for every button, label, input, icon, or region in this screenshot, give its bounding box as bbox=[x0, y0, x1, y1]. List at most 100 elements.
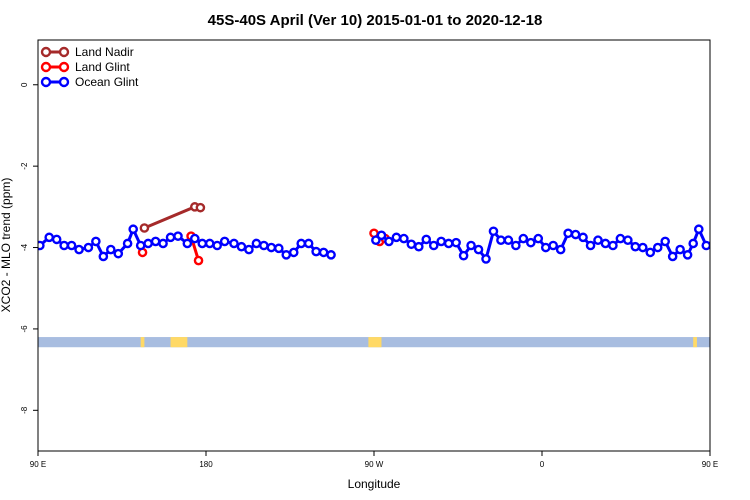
point-ocean-glint-0-27 bbox=[244, 244, 254, 255]
point-ocean-glint-1-27 bbox=[570, 229, 581, 240]
point-ocean-glint-0-13 bbox=[135, 240, 146, 251]
point-land-nadir-0-2 bbox=[195, 202, 206, 213]
point-ocean-glint-0-30 bbox=[266, 242, 277, 253]
point-ocean-glint-1-6 bbox=[413, 241, 424, 252]
point-ocean-glint-1-49 bbox=[733, 234, 740, 241]
point-ocean-glint-1-7 bbox=[421, 234, 432, 245]
point-ocean-glint-1-44 bbox=[694, 224, 704, 235]
legend-marker-land-glint-b bbox=[58, 61, 70, 73]
map-strip-land-1 bbox=[170, 337, 188, 348]
point-ocean-glint-0-21 bbox=[197, 238, 208, 249]
point-ocean-glint-0-17 bbox=[165, 232, 176, 243]
point-ocean-glint-1-34 bbox=[623, 235, 633, 246]
point-ocean-glint-0-4 bbox=[66, 240, 77, 251]
point-ocean-glint-1-36 bbox=[638, 242, 648, 253]
map-strip-land-4 bbox=[725, 337, 740, 347]
point-ocean-glint-1-10 bbox=[443, 238, 454, 249]
series-ocean-glint bbox=[38, 224, 740, 264]
point-ocean-glint-1-28 bbox=[578, 232, 588, 243]
point-ocean-glint-1-23 bbox=[540, 242, 551, 253]
point-ocean-glint-0-6 bbox=[83, 242, 94, 253]
point-ocean-glint-0-8 bbox=[98, 251, 109, 262]
y-tick-label-2: -4 bbox=[20, 243, 29, 251]
point-ocean-glint-1-11 bbox=[451, 237, 461, 248]
legend-marker-land-glint-a bbox=[40, 61, 52, 73]
point-ocean-glint-0-24 bbox=[219, 236, 230, 247]
point-ocean-glint-0-12 bbox=[128, 224, 138, 235]
point-ocean-glint-1-5 bbox=[406, 239, 417, 250]
point-ocean-glint-0-15 bbox=[150, 236, 161, 247]
point-ocean-glint-0-32 bbox=[281, 250, 292, 260]
point-ocean-glint-0-0 bbox=[38, 240, 45, 251]
legend-label-land-glint: Land Glint bbox=[75, 60, 130, 74]
point-ocean-glint-0-14 bbox=[143, 238, 153, 249]
point-ocean-glint-1-8 bbox=[428, 240, 439, 251]
legend-marker-ocean-glint-a bbox=[40, 76, 52, 88]
series-land-nadir bbox=[139, 202, 206, 233]
point-ocean-glint-1-33 bbox=[615, 233, 626, 244]
point-ocean-glint-1-35 bbox=[630, 241, 641, 252]
point-ocean-glint-0-2 bbox=[51, 234, 62, 245]
point-ocean-glint-1-21 bbox=[526, 237, 536, 248]
point-ocean-glint-1-31 bbox=[600, 238, 611, 249]
point-ocean-glint-1-14 bbox=[473, 244, 484, 255]
point-ocean-glint-1-29 bbox=[585, 240, 596, 251]
point-ocean-glint-0-7 bbox=[91, 236, 101, 247]
point-ocean-glint-1-37 bbox=[645, 247, 656, 258]
point-ocean-glint-0-16 bbox=[158, 238, 168, 249]
point-ocean-glint-1-19 bbox=[511, 240, 521, 251]
point-ocean-glint-1-38 bbox=[652, 242, 663, 253]
point-ocean-glint-1-39 bbox=[660, 236, 671, 247]
x-tick-label-4: 90 E bbox=[702, 460, 718, 469]
point-ocean-glint-1-18 bbox=[503, 235, 514, 246]
x-tick-label-2: 90 W bbox=[365, 460, 384, 469]
point-ocean-glint-1-17 bbox=[496, 235, 506, 246]
point-ocean-glint-0-38 bbox=[326, 250, 336, 260]
y-tick-label-3: -6 bbox=[20, 325, 29, 333]
point-ocean-glint-1-43 bbox=[688, 238, 699, 249]
map-strip-land-0 bbox=[140, 337, 145, 348]
chart-title: 45S-40S April (Ver 10) 2015-01-01 to 202… bbox=[208, 12, 543, 29]
point-ocean-glint-0-1 bbox=[44, 232, 55, 243]
point-ocean-glint-0-3 bbox=[59, 240, 69, 251]
point-ocean-glint-1-3 bbox=[391, 232, 402, 243]
point-ocean-glint-1-9 bbox=[436, 236, 447, 247]
point-ocean-glint-1-13 bbox=[466, 240, 476, 251]
point-ocean-glint-0-37 bbox=[318, 247, 329, 258]
point-ocean-glint-1-4 bbox=[399, 233, 409, 244]
point-ocean-glint-0-5 bbox=[74, 244, 84, 255]
point-ocean-glint-0-22 bbox=[204, 238, 215, 249]
map-strip-land-2 bbox=[368, 337, 382, 348]
point-land-glint-1-1 bbox=[193, 255, 204, 266]
point-ocean-glint-1-26 bbox=[563, 228, 573, 239]
legend-marker-land-nadir-a bbox=[40, 46, 52, 58]
y-tick-label-1: -2 bbox=[20, 162, 29, 170]
point-ocean-glint-1-15 bbox=[481, 254, 491, 264]
point-ocean-glint-0-35 bbox=[303, 238, 314, 249]
point-ocean-glint-0-11 bbox=[122, 238, 133, 249]
point-ocean-glint-1-45 bbox=[701, 240, 710, 251]
point-ocean-glint-0-34 bbox=[296, 238, 307, 249]
x-axis-title: Longitude bbox=[348, 477, 401, 491]
x-tick-label-0: 90 E bbox=[30, 460, 46, 469]
point-ocean-glint-1-16 bbox=[488, 226, 499, 237]
point-ocean-glint-0-23 bbox=[212, 240, 222, 251]
point-ocean-glint-1-46 bbox=[708, 240, 710, 247]
point-land-nadir-0-0 bbox=[139, 223, 150, 233]
y-tick-label-4: -8 bbox=[20, 406, 29, 414]
plot-area bbox=[38, 202, 740, 266]
point-ocean-glint-1-42 bbox=[682, 250, 693, 260]
x-axis: 90 E 180 90 W 0 90 E bbox=[30, 451, 718, 469]
point-ocean-glint-1-32 bbox=[608, 240, 618, 251]
point-ocean-glint-1-48 bbox=[725, 240, 732, 247]
point-ocean-glint-1-41 bbox=[675, 244, 685, 255]
point-ocean-glint-1-25 bbox=[555, 244, 566, 255]
legend-label-ocean-glint: Ocean Glint bbox=[75, 75, 139, 89]
point-ocean-glint-0-18 bbox=[173, 231, 183, 241]
point-ocean-glint-0-19 bbox=[182, 238, 193, 249]
point-ocean-glint-0-25 bbox=[229, 238, 239, 249]
point-ocean-glint-0-31 bbox=[273, 243, 284, 254]
y-tick-label-0: 0 bbox=[20, 82, 29, 87]
